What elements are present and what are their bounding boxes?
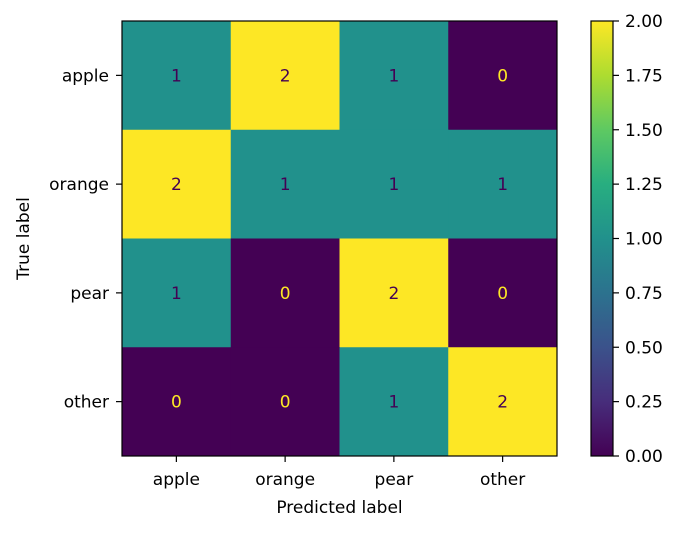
heatmap-cell bbox=[122, 238, 232, 348]
heatmap-cell bbox=[448, 347, 558, 457]
x-tick-label: other bbox=[480, 470, 525, 490]
y-tick-label: pear bbox=[70, 284, 109, 304]
x-tick-label: apple bbox=[153, 470, 200, 490]
cell-value-label: 0 bbox=[280, 284, 291, 304]
heatmap-cell bbox=[339, 238, 449, 348]
heatmap-cell bbox=[230, 21, 340, 131]
heatmap-cell bbox=[339, 21, 449, 131]
cell-value-label: 0 bbox=[497, 66, 508, 86]
cell-value-label: 2 bbox=[171, 175, 182, 195]
heatmap-cell bbox=[448, 129, 558, 239]
cell-value-label: 0 bbox=[280, 393, 291, 413]
heatmap-cell bbox=[122, 21, 232, 131]
heatmap-cell bbox=[122, 129, 232, 239]
colorbar-tick-label: 1.00 bbox=[625, 230, 663, 250]
heatmap-cell bbox=[230, 129, 340, 239]
plot-frame bbox=[121, 20, 558, 457]
cell-value-label: 1 bbox=[171, 284, 182, 304]
cell-value-label: 1 bbox=[171, 66, 182, 86]
heatmap-cell bbox=[230, 347, 340, 457]
cell-value-label: 1 bbox=[388, 175, 399, 195]
colorbar-tick-label: 1.75 bbox=[625, 66, 663, 86]
x-axis: apple orange pear other bbox=[153, 456, 525, 490]
cell-value-label: 1 bbox=[388, 66, 399, 86]
heatmap-cell bbox=[448, 238, 558, 348]
colorbar-tick-label: 1.50 bbox=[625, 121, 663, 141]
colorbar-tick-label: 0.00 bbox=[625, 447, 663, 467]
colorbar-tick-label: 0.25 bbox=[625, 393, 663, 413]
x-tick-label: pear bbox=[375, 470, 414, 490]
x-tick-label: orange bbox=[255, 470, 315, 490]
colorbar-tick-label: 0.75 bbox=[625, 284, 663, 304]
heatmap-cell bbox=[339, 129, 449, 239]
cell-value-label: 1 bbox=[388, 393, 399, 413]
heatmap-cell bbox=[339, 347, 449, 457]
y-tick-label: apple bbox=[62, 66, 109, 86]
x-axis-label: Predicted label bbox=[276, 498, 402, 518]
cell-value-label: 0 bbox=[171, 393, 182, 413]
cell-value-label: 2 bbox=[497, 393, 508, 413]
heatmap-cell bbox=[230, 238, 340, 348]
colorbar-axis: 0.00 0.25 0.50 0.75 1.00 1.25 1.50 1.75 2.00 bbox=[613, 12, 663, 467]
colorbar-tick-label: 0.50 bbox=[625, 338, 663, 358]
cell-value-label: 1 bbox=[497, 175, 508, 195]
cell-value-label: 2 bbox=[388, 284, 399, 304]
heatmap-cell bbox=[448, 21, 558, 131]
y-tick-label: other bbox=[64, 393, 109, 413]
heatmap-cell bbox=[122, 347, 232, 457]
cell-value-label: 2 bbox=[280, 66, 291, 86]
heatmap-cells: 1 2 1 0 2 1 1 1 1 0 2 0 0 0 1 2 bbox=[122, 21, 558, 457]
cell-value-label: 1 bbox=[280, 175, 291, 195]
y-axis-label: True label bbox=[14, 197, 34, 281]
y-tick-label: orange bbox=[49, 175, 109, 195]
colorbar-gradient bbox=[591, 21, 613, 456]
y-axis: apple orange pear other bbox=[49, 66, 122, 413]
colorbar-tick-label: 1.25 bbox=[625, 175, 663, 195]
colorbar-tick-label: 2.00 bbox=[625, 12, 663, 32]
cell-value-label: 0 bbox=[497, 284, 508, 304]
